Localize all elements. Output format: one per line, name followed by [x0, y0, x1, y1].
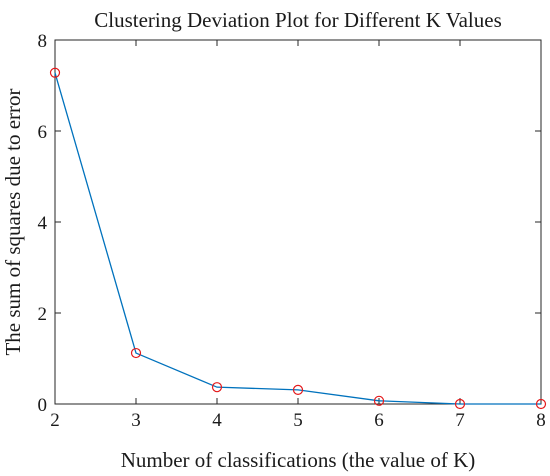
- data-point-k-8: [535, 398, 547, 410]
- series-layer: [49, 67, 547, 410]
- data-point-k-2: [49, 67, 61, 78]
- y-tick-label: 4: [38, 213, 48, 234]
- data-point-k-3: [130, 347, 142, 359]
- plot-area: [54, 39, 542, 405]
- y-tick-label: 6: [38, 122, 48, 143]
- x-tick-label: 3: [131, 410, 141, 431]
- x-axis-label: Number of classifications (the value of …: [121, 448, 476, 472]
- y-tick-label: 2: [38, 304, 48, 325]
- series-line: [54, 72, 541, 405]
- x-tick-label: 5: [293, 410, 303, 431]
- data-point-k-4: [211, 382, 223, 393]
- y-tick-label: 8: [38, 31, 48, 52]
- x-tick-label: 8: [536, 410, 546, 431]
- x-tick-label: 7: [455, 410, 465, 431]
- data-point-k-5: [292, 384, 304, 395]
- x-tick-label: 4: [212, 410, 222, 431]
- data-point-k-6: [373, 395, 385, 406]
- x-tick-label: 6: [374, 410, 384, 431]
- chart-title: Clustering Deviation Plot for Different …: [94, 8, 502, 32]
- x-tick-label: 2: [50, 410, 60, 431]
- data-point-k-7: [454, 398, 466, 410]
- y-axis-label: The sum of squares due to error: [1, 88, 25, 355]
- y-tick-label: 0: [38, 395, 48, 416]
